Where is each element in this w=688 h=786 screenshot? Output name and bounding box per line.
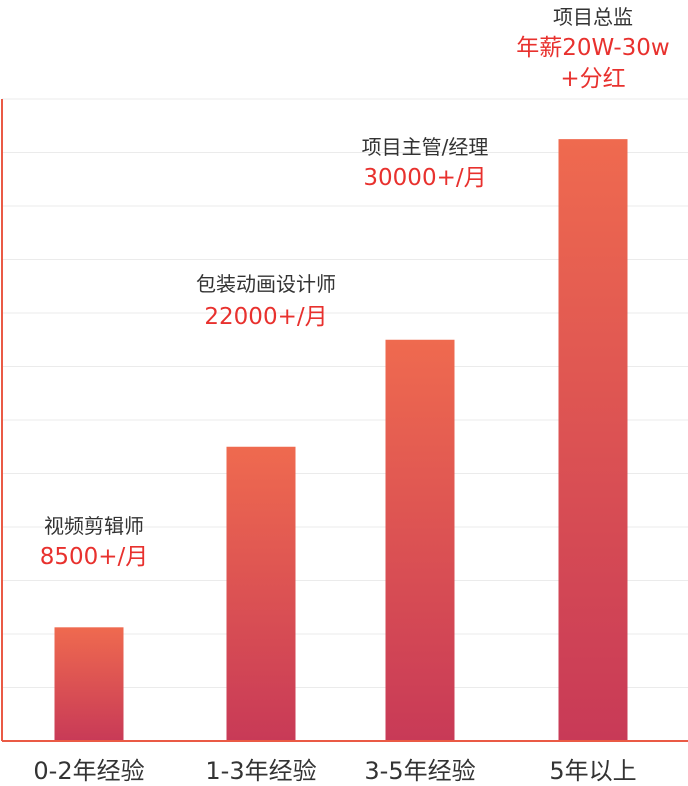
salary-label-3b: +分红 xyxy=(560,66,626,92)
role-label-3: 项目总监 xyxy=(553,5,633,29)
bar-1 xyxy=(226,446,296,741)
role-label-0: 视频剪辑师 xyxy=(44,514,144,538)
salary-label-2: 30000+/月 xyxy=(363,165,487,191)
salary-label-1: 22000+/月 xyxy=(204,304,328,330)
salary-label-0: 8500+/月 xyxy=(39,544,149,570)
bars xyxy=(54,139,628,741)
x-tick-label-3: 5年以上 xyxy=(549,757,637,785)
bar-3 xyxy=(558,139,628,741)
x-tick-label-2: 3-5年经验 xyxy=(364,757,476,785)
role-label-2: 项目主管/经理 xyxy=(361,135,489,159)
salary-label-3a: 年薪20W-30w xyxy=(516,35,670,61)
role-label-1: 包装动画设计师 xyxy=(196,272,336,296)
bar-2 xyxy=(385,339,455,741)
x-tick-label-0: 0-2年经验 xyxy=(33,757,145,785)
bar-0 xyxy=(54,627,124,741)
x-tick-label-1: 1-3年经验 xyxy=(205,757,317,785)
